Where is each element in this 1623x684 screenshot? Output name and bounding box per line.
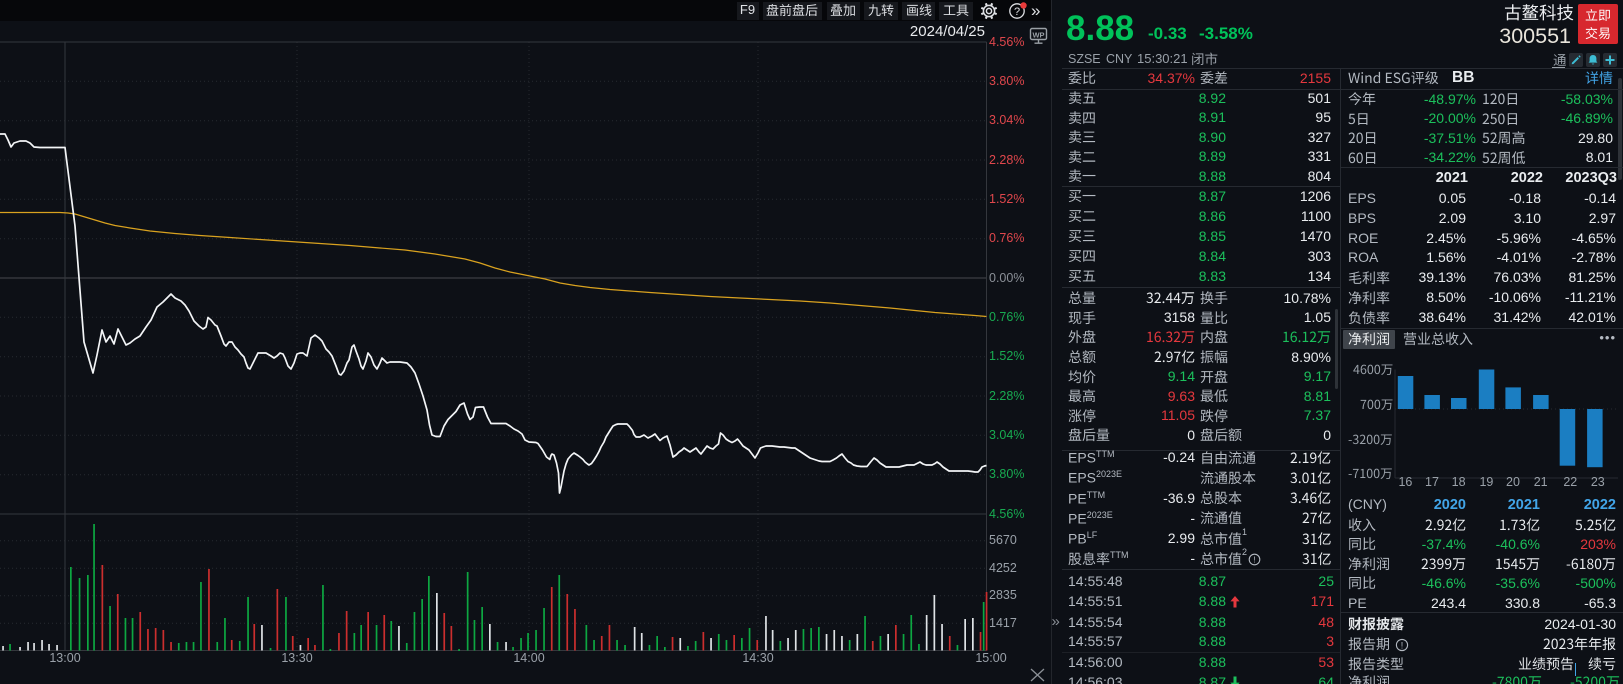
svg-text:?: ? [1014,6,1020,18]
svg-text:!: ! [1401,640,1404,650]
svg-text:WP: WP [1032,30,1044,39]
svg-text:!: ! [1253,555,1255,565]
